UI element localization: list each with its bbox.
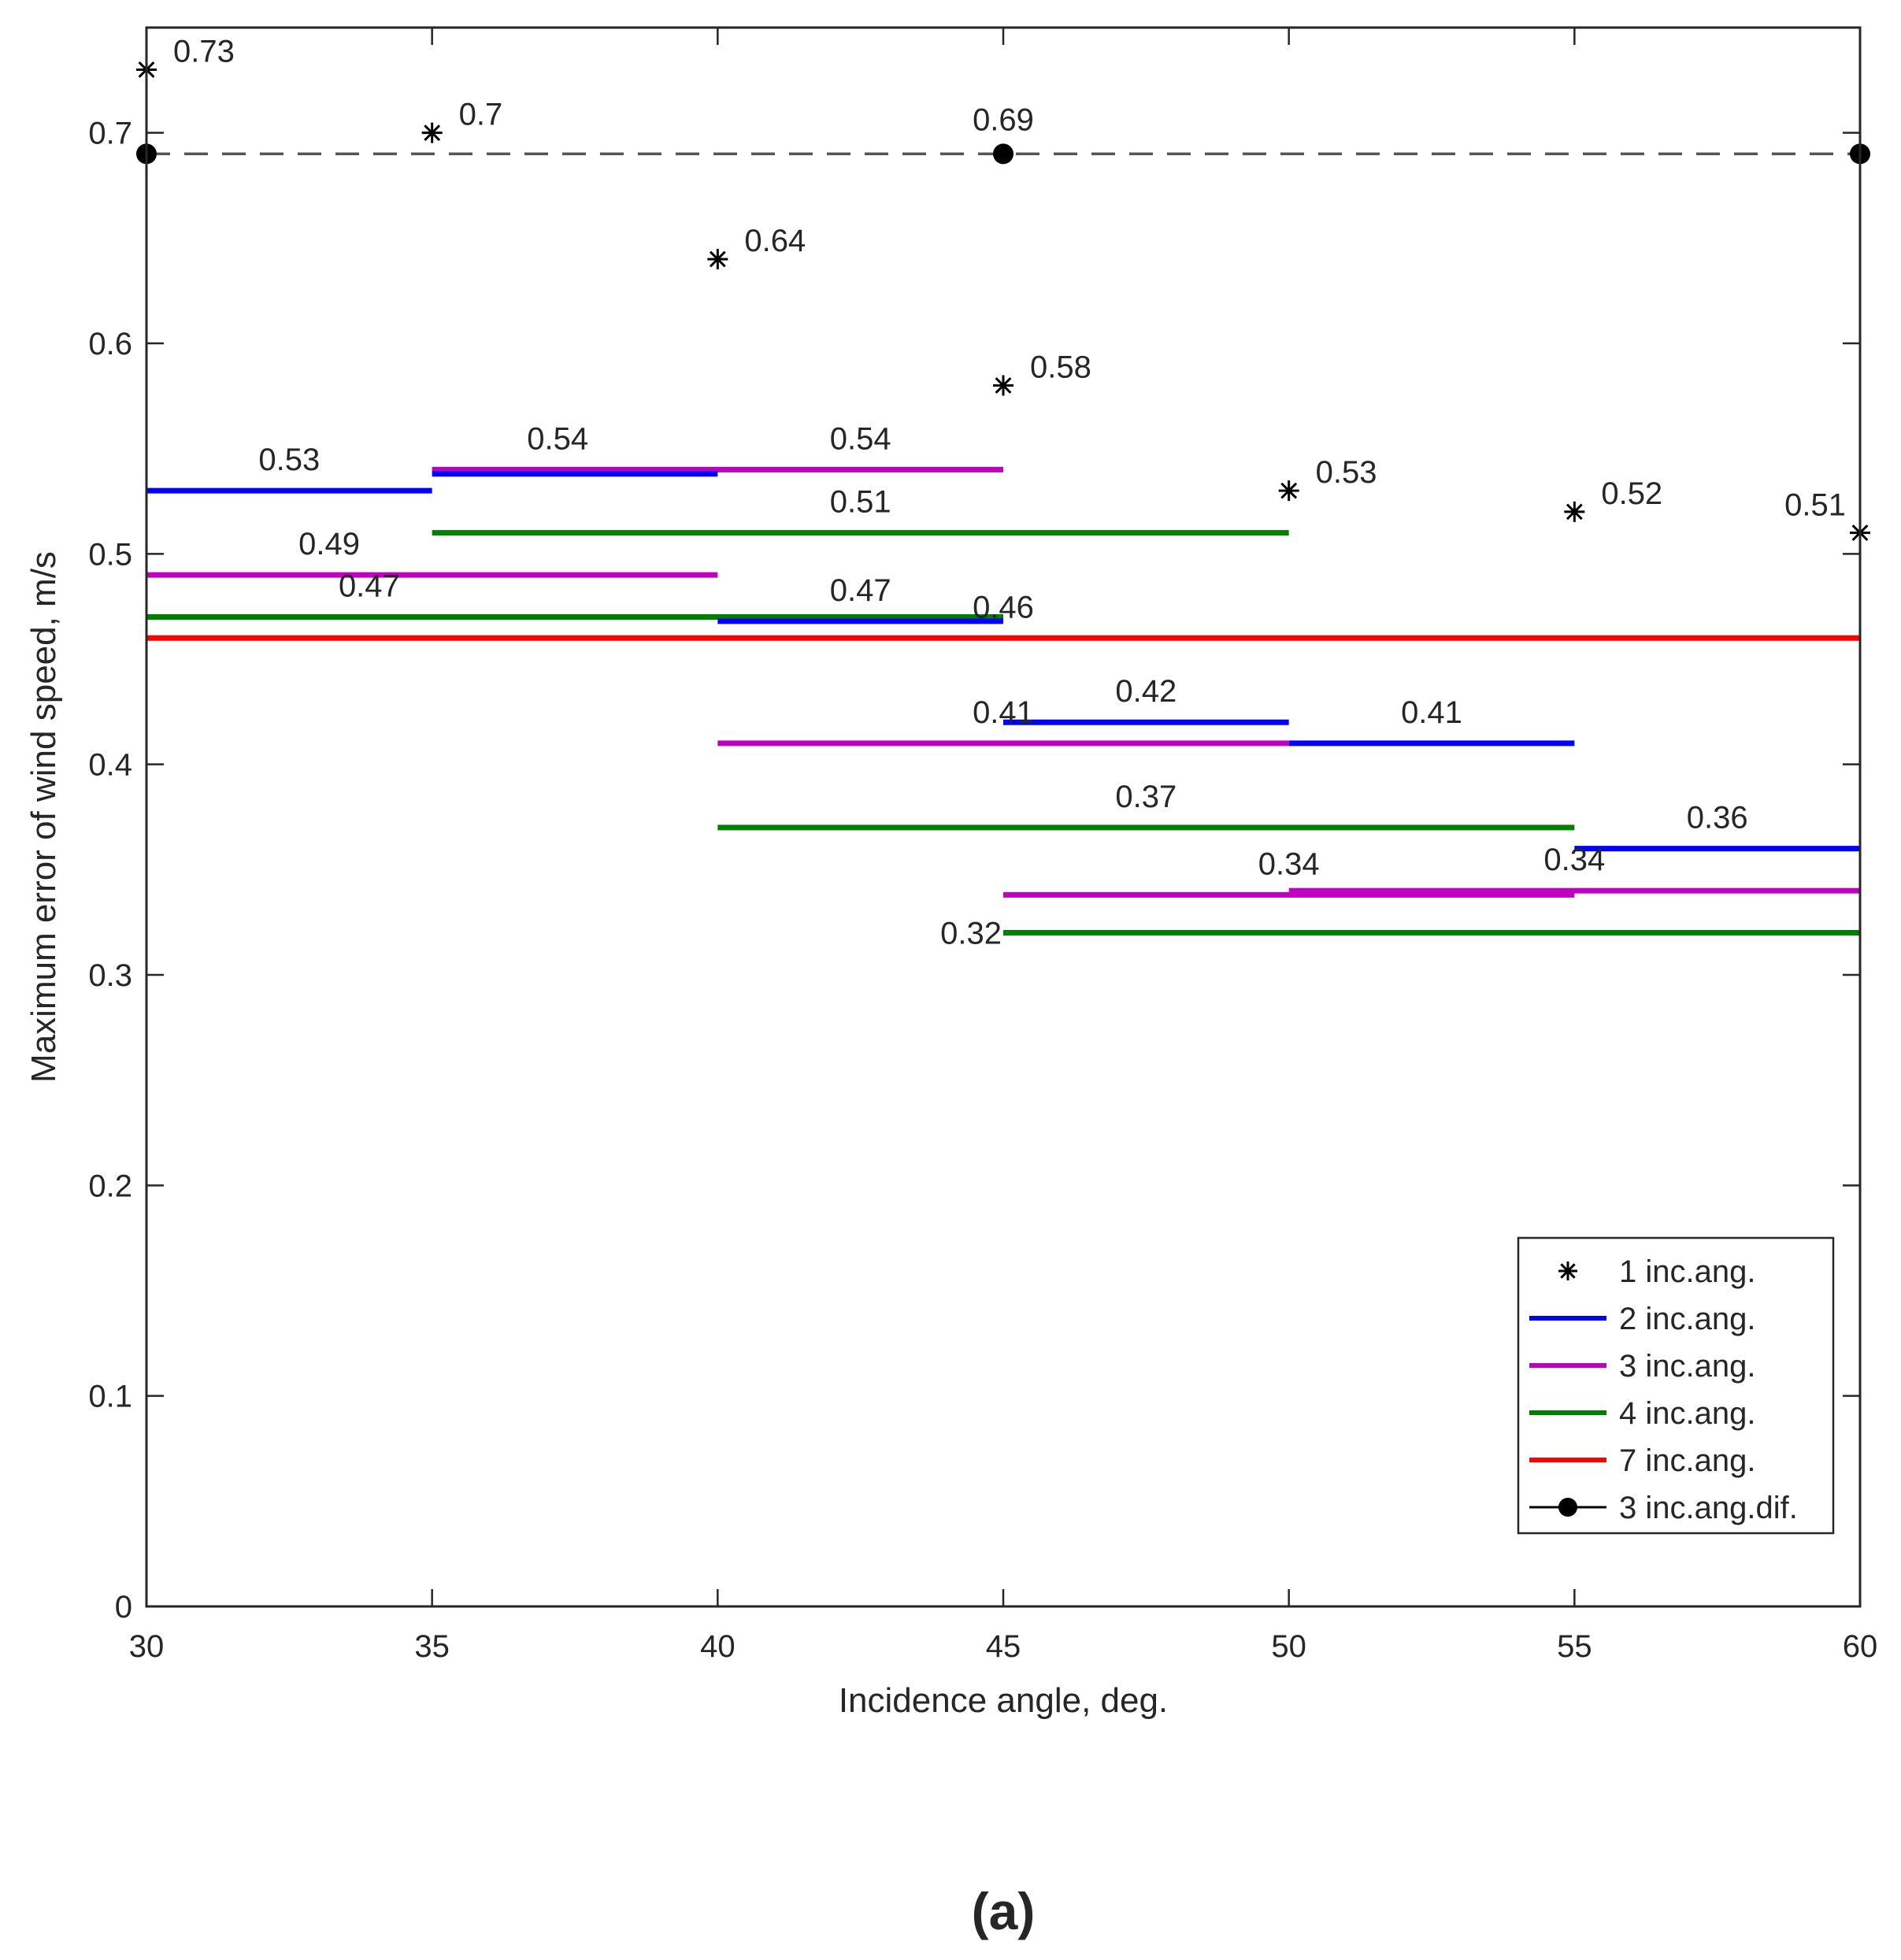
dif-point-label: 0.69 (973, 102, 1034, 137)
one-point-label: 0.64 (744, 224, 806, 258)
ticks-layer: 30 35 40 45 50 55 60 0 0.1 0.2 0.3 0.4 0.5 0.6 0.7 (88, 28, 1877, 1664)
legend-label: 3 inc.ang.dif. (1619, 1491, 1798, 1525)
four-segment-label: 0.47 (339, 569, 400, 604)
two-segment-label: 0.47 (830, 573, 891, 608)
x-axis-label: Incidence angle, deg. (839, 1681, 1168, 1720)
x-tick-label: 50 (1271, 1629, 1306, 1664)
asterisk-stroke (424, 124, 441, 142)
seven-segment-label: 0.46 (973, 590, 1034, 624)
one-point-label: 0.73 (173, 34, 235, 69)
four-segment-label: 0.37 (1115, 780, 1177, 814)
two-segment-label: 0.53 (258, 443, 320, 477)
data-labels-layer: 0.69 0.46 0.47 0.51 0.37 0.32 0.49 0.54 0.41 0.34… (173, 34, 1846, 950)
two-segment-label: 0.42 (1115, 674, 1177, 709)
legend-entry: 7 inc.ang. (1529, 1443, 1755, 1478)
legend-label: 7 inc.ang. (1619, 1443, 1755, 1478)
legend-entry: 2 inc.ang. (1529, 1302, 1755, 1336)
legend-label: 3 inc.ang. (1619, 1349, 1755, 1384)
one-point-label: 0.51 (1784, 488, 1846, 523)
three-segment-label-secondary: 0.54 (527, 421, 588, 456)
legend-entry: 4 inc.ang. (1529, 1396, 1755, 1431)
one-point (1564, 501, 1585, 522)
legend-entry: 1 inc.ang. (1558, 1254, 1755, 1289)
two-segment-label: 0.41 (1401, 695, 1462, 730)
three-segment-label: 0.54 (830, 421, 891, 456)
y-tick-label: 0.7 (88, 117, 132, 151)
three-segment-label: 0.34 (1543, 843, 1605, 877)
x-tick-label: 40 (700, 1629, 736, 1664)
legend-entry: 3 inc.ang. (1529, 1349, 1755, 1384)
x-tick-label: 45 (986, 1629, 1021, 1664)
legend-label: 1 inc.ang. (1619, 1254, 1755, 1289)
legend-entry: 3 inc.ang.dif. (1529, 1491, 1798, 1525)
x-tick-label: 30 (129, 1629, 165, 1664)
three-segment-label: 0.41 (973, 695, 1034, 730)
y-tick-label: 0.1 (88, 1380, 132, 1414)
asterisk-stroke (1560, 1263, 1576, 1279)
four-segment-label: 0.32 (940, 917, 1002, 951)
one-point-label: 0.52 (1601, 476, 1662, 511)
three-segment-label: 0.49 (298, 527, 360, 561)
x-tick-label: 55 (1557, 1629, 1592, 1664)
asterisk-stroke (1280, 482, 1298, 499)
asterisk-stroke (995, 377, 1012, 394)
y-tick-label: 0.5 (88, 537, 132, 572)
asterisk-stroke (709, 250, 726, 268)
two-segment-label: 0.36 (1687, 801, 1748, 836)
one-point-label: 0.53 (1316, 455, 1377, 490)
y-tick-label: 0 (115, 1590, 132, 1625)
y-tick-label: 0.3 (88, 958, 132, 993)
one-point-label: 0.58 (1030, 350, 1091, 384)
x-tick-label: 60 (1843, 1629, 1878, 1664)
y-axis-label: Maximum error of wind speed, m/s (24, 551, 63, 1083)
y-tick-label: 0.4 (88, 748, 132, 783)
legend-label: 4 inc.ang. (1619, 1396, 1755, 1431)
asterisk-stroke (1566, 503, 1583, 521)
legend-label: 2 inc.ang. (1619, 1302, 1755, 1336)
figure-caption: (a) (972, 1882, 1036, 1940)
y-tick-label: 0.2 (88, 1169, 132, 1203)
one-point (421, 122, 443, 143)
one-point (1278, 480, 1299, 502)
one-point (707, 249, 728, 270)
one-point-label: 0.7 (459, 98, 503, 132)
series-layer (136, 59, 1870, 936)
y-tick-label: 0.6 (88, 327, 132, 361)
legend-dot-icon (1558, 1498, 1577, 1517)
x-tick-label: 35 (414, 1629, 450, 1664)
legend-asterisk-icon (1558, 1262, 1577, 1280)
four-segment-label: 0.51 (830, 485, 891, 520)
legend-box (1517, 1236, 1835, 1535)
three-segment-label: 0.34 (1258, 847, 1320, 881)
legend: 1 inc.ang. 2 inc.ang. 3 inc.ang. 4 inc.ang.… (1517, 1236, 1835, 1535)
one-point (993, 375, 1013, 396)
legend-entries: 1 inc.ang. 2 inc.ang. 3 inc.ang. 4 inc.ang.… (1529, 1254, 1798, 1525)
dif-point (993, 143, 1013, 165)
